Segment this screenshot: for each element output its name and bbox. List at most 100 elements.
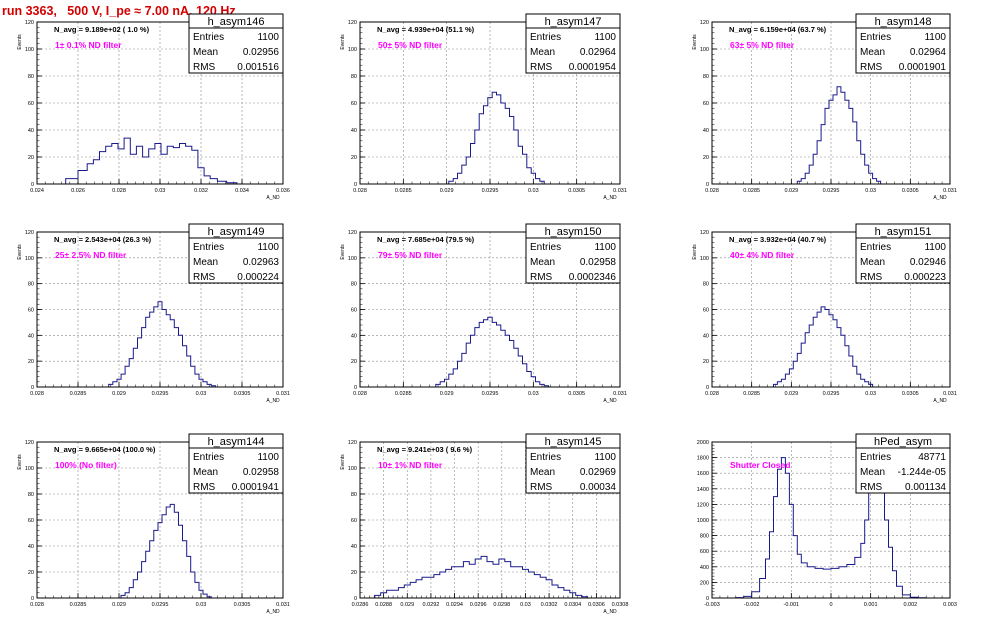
histogram-bin xyxy=(492,322,496,387)
histogram-bin xyxy=(829,100,833,184)
histogram-bin xyxy=(458,173,462,184)
stat-label: RMS xyxy=(860,482,883,493)
histogram-bin xyxy=(869,481,873,598)
histogram-bin xyxy=(510,341,514,388)
plot-frame xyxy=(711,441,951,599)
y-tick-label: 60 xyxy=(703,101,709,107)
histogram-bin xyxy=(770,532,774,598)
histogram-panel-h_asym148: 0.028 0.0285 0.029 0.0295 0.03 0.0305 0.031 0 20… xyxy=(692,13,957,201)
histogram-bin xyxy=(865,520,869,598)
stat-label: Mean xyxy=(193,47,218,58)
x-tick-label: 0.0295 xyxy=(482,188,499,194)
y-tick-label: 100 xyxy=(700,47,709,53)
navg-label: N_avg = 6.159e+04 (63.7 %) xyxy=(729,25,827,34)
histogram-bin xyxy=(445,379,449,387)
histogram-bin xyxy=(452,567,458,598)
histogram-bin xyxy=(801,563,807,598)
x-tick-label: 0.029 xyxy=(784,391,798,397)
histogram-bin xyxy=(146,317,150,387)
histogram-bin xyxy=(817,312,821,387)
histogram-bin xyxy=(434,575,440,598)
histogram-bin xyxy=(174,512,178,598)
histogram-bin xyxy=(458,567,464,598)
histogram-bin xyxy=(112,144,118,185)
histogram-bin xyxy=(825,310,829,388)
histogram-bin xyxy=(813,154,817,184)
y-tick-label: 80 xyxy=(28,74,34,80)
stat-value: 1100 xyxy=(594,452,616,463)
x-tick-label: 0.028 xyxy=(30,602,44,608)
x-tick-label: 0.03 xyxy=(865,391,876,397)
histogram-bin xyxy=(440,572,446,598)
y-tick-label: 40 xyxy=(703,128,709,134)
y-tick-label: 80 xyxy=(28,282,34,288)
histogram-bin xyxy=(191,572,195,598)
stat-value: -1.244e-05 xyxy=(898,467,947,478)
histogram-bin xyxy=(552,585,558,598)
x-tick-label: 0.0305 xyxy=(234,602,251,608)
stat-value: 0.0001941 xyxy=(232,482,280,493)
x-tick-label: 0.028 xyxy=(353,391,367,397)
histogram-bin xyxy=(531,377,535,387)
histogram-bin xyxy=(170,320,174,387)
histogram-series xyxy=(435,316,549,387)
y-tick-label: 0 xyxy=(354,182,357,188)
x-axis-label: A_ND xyxy=(933,195,947,201)
histogram-bin xyxy=(897,586,903,598)
histogram-bin xyxy=(518,356,522,387)
histogram-bin xyxy=(869,173,873,184)
histogram-bin xyxy=(853,122,857,184)
histogram-bin xyxy=(78,171,87,185)
navg-label: N_avg = 9.665e+04 (100.0 %) xyxy=(54,445,156,454)
stat-label: Mean xyxy=(530,467,555,478)
histogram-bin xyxy=(404,585,410,598)
histogram-bin xyxy=(183,346,187,387)
histogram-bin xyxy=(505,562,511,598)
stat-label: RMS xyxy=(530,272,553,283)
histogram-bin xyxy=(570,593,576,598)
y-tick-label: 60 xyxy=(703,308,709,314)
y-axis-label: Events xyxy=(17,454,23,470)
histogram-name: h_asym147 xyxy=(545,16,602,28)
filter-annotation: 50± 5% ND filter xyxy=(378,40,443,50)
histogram-bin xyxy=(186,146,192,184)
y-tick-label: 0 xyxy=(706,182,709,188)
histogram-bin xyxy=(752,592,760,598)
histogram-bin xyxy=(475,559,481,598)
stat-value: 0.02964 xyxy=(910,47,947,58)
histogram-bin xyxy=(138,338,142,387)
histogram-bin xyxy=(492,92,496,184)
x-axis-label: A_ND xyxy=(603,398,617,404)
y-tick-label: 0 xyxy=(354,596,357,602)
y-tick-label: 120 xyxy=(25,440,34,446)
y-tick-label: 40 xyxy=(703,333,709,339)
histogram-bin xyxy=(170,504,174,598)
histogram-bin xyxy=(847,565,855,599)
x-tick-label: 0.036 xyxy=(276,188,290,194)
stat-value: 0.02956 xyxy=(243,47,280,58)
plot-frame xyxy=(711,231,951,388)
plot-frame xyxy=(359,21,621,185)
x-tick-label: 0.0286 xyxy=(352,602,369,608)
navg-label: N_avg = 9.189e+02 ( 1.0 %) xyxy=(54,25,150,34)
y-tick-label: 20 xyxy=(351,570,357,576)
stat-label: Entries xyxy=(860,32,891,43)
y-tick-label: 40 xyxy=(351,333,357,339)
histogram-bin xyxy=(760,579,766,599)
stat-value: 0.000224 xyxy=(237,272,279,283)
y-tick-label: 60 xyxy=(28,308,34,314)
histogram-bin xyxy=(479,322,483,387)
navg-label: N_avg = 2.543e+04 (26.3 %) xyxy=(54,235,152,244)
y-tick-label: 0 xyxy=(354,385,357,391)
histogram-name: h_asym149 xyxy=(208,226,265,238)
stats-box xyxy=(525,13,621,74)
x-tick-label: 0.03 xyxy=(528,188,539,194)
y-tick-label: 100 xyxy=(25,466,34,472)
histogram-bin xyxy=(845,100,849,184)
x-tick-label: 0.03 xyxy=(528,391,539,397)
histogram-bin xyxy=(393,590,399,598)
y-tick-label: 0 xyxy=(31,385,34,391)
histogram-bin xyxy=(125,593,129,598)
stats-box xyxy=(855,433,951,494)
